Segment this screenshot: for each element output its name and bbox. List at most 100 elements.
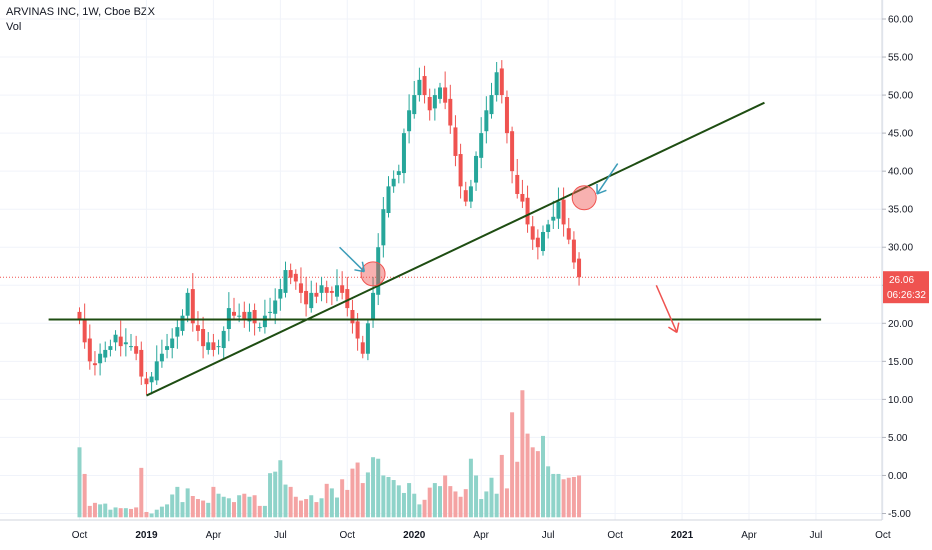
candle-body <box>438 87 442 99</box>
candle <box>566 217 571 245</box>
trendlines[interactable] <box>48 101 822 397</box>
volume-bar <box>170 494 175 518</box>
candle <box>571 231 576 269</box>
volume-bar <box>247 496 252 518</box>
candlestick-series <box>77 60 582 395</box>
arrow-head <box>596 189 607 195</box>
candle-body <box>329 290 334 293</box>
candle <box>268 297 273 321</box>
candle-body <box>278 289 283 299</box>
volume-indicator-label[interactable]: Vol <box>6 21 22 33</box>
candle <box>401 128 406 184</box>
last-price-value: 26.06 <box>889 275 914 286</box>
volume-bar <box>139 467 144 518</box>
time-tick-label: 2020 <box>403 530 426 541</box>
candle-body <box>139 349 144 377</box>
candle <box>551 200 556 229</box>
candle-body <box>314 292 319 297</box>
volume-bar <box>175 486 180 518</box>
candle-body <box>324 287 329 293</box>
candle <box>422 65 427 104</box>
candle-body <box>232 311 236 316</box>
price-tick-label: 50.00 <box>888 91 913 102</box>
volume-bar <box>566 477 571 518</box>
rising-trendline[interactable] <box>146 101 765 397</box>
candle-body <box>185 292 190 316</box>
candle <box>304 276 309 317</box>
candle <box>149 371 154 395</box>
candle-body <box>221 330 226 349</box>
candle-body <box>468 186 473 202</box>
volume-bar <box>401 492 406 518</box>
candle-body <box>381 209 386 246</box>
volume-bar <box>453 491 458 518</box>
volume-bar <box>407 483 412 518</box>
volume-bar <box>134 507 139 518</box>
volume-bar <box>278 460 283 518</box>
candle <box>391 170 396 193</box>
candle <box>340 271 345 300</box>
candle <box>98 343 103 376</box>
candle-body <box>520 193 525 202</box>
volume-bar <box>195 499 200 518</box>
volume-bar <box>499 454 504 518</box>
arrow-shaft <box>655 284 678 333</box>
price-axis[interactable]: 60.0055.0050.0045.0040.0035.0030.0025.00… <box>882 15 913 521</box>
candle <box>314 282 319 304</box>
candle <box>180 309 185 336</box>
candle <box>453 115 458 167</box>
candle-body <box>268 311 273 313</box>
time-tick-label: Apr <box>473 530 489 541</box>
candle-body <box>144 378 149 385</box>
candle <box>489 82 494 119</box>
candle-body <box>201 329 206 347</box>
candle <box>319 276 324 302</box>
candle <box>484 96 489 144</box>
candle-body <box>206 342 211 350</box>
candle <box>216 339 221 355</box>
candle-body <box>432 95 437 109</box>
volume-bar <box>335 497 339 518</box>
candle-body <box>365 323 370 354</box>
volume-bar <box>103 503 108 518</box>
candle-body <box>103 349 108 358</box>
symbol-title: ARVINAS INC, 1W, Cboe BZX <box>6 6 155 18</box>
volume-bar <box>556 473 561 518</box>
chart-grid <box>0 0 884 520</box>
annotations <box>339 163 680 334</box>
candle <box>298 267 303 304</box>
candle-body <box>571 239 576 263</box>
candle-body <box>391 178 396 187</box>
volume-bar <box>87 505 92 518</box>
volume-bar <box>448 486 453 518</box>
candle-body <box>304 290 309 305</box>
volume-bar <box>551 473 556 518</box>
candle-body <box>371 292 376 320</box>
price-tick-label: 45.00 <box>888 129 913 140</box>
candle <box>273 288 278 325</box>
candle <box>386 176 391 218</box>
breakout-highlight-circle <box>571 185 597 211</box>
candle-body <box>195 325 200 331</box>
candle-body <box>577 258 582 278</box>
candle <box>108 339 113 357</box>
candle <box>293 269 298 290</box>
candle <box>226 292 231 342</box>
volume-bar <box>355 462 360 518</box>
candle <box>190 273 195 332</box>
candle <box>350 299 355 334</box>
volume-bar <box>123 508 128 518</box>
candle-body <box>494 72 499 96</box>
candle <box>165 333 170 359</box>
time-tick-label: Apr <box>741 530 757 541</box>
time-tick-label: Jul <box>542 530 555 541</box>
candle-body <box>288 270 293 278</box>
time-axis[interactable]: Oct 2019 Apr Jul Oct 2020 Apr Jul Oct 2021 Apr Jul O… <box>72 530 891 541</box>
candle-body <box>463 190 468 202</box>
candle-body <box>273 300 278 314</box>
candle <box>427 88 432 121</box>
candle-body <box>309 292 314 309</box>
candle <box>324 280 329 304</box>
candle-body <box>77 311 82 320</box>
